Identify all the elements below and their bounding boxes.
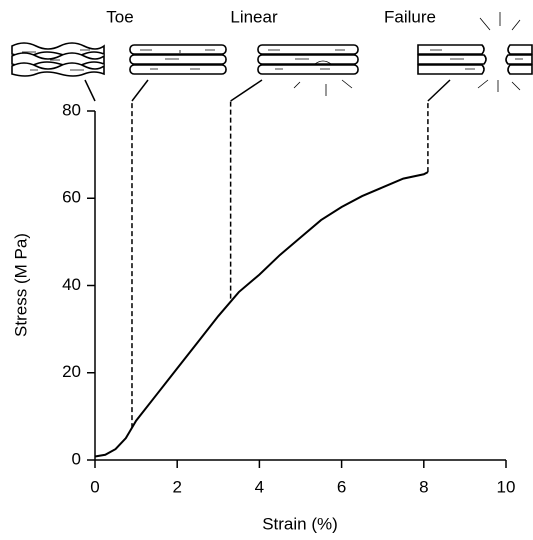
region-connector [84, 79, 96, 102]
y-tick-label: 20 [62, 362, 81, 381]
y-tick-label: 40 [62, 275, 81, 294]
curve [94, 171, 429, 458]
x-tick-label: 0 [90, 477, 99, 496]
region-label: Toe [106, 7, 133, 26]
x-tick-label: 2 [172, 477, 181, 496]
x-tick-label: 6 [337, 477, 346, 496]
region-label: Failure [384, 7, 436, 26]
region-label: Linear [230, 7, 278, 26]
x-axis-title: Strain (%) [262, 514, 338, 533]
y-tick-label: 60 [62, 188, 81, 207]
illustration-failure [417, 12, 533, 92]
y-axis-title: Stress (M Pa) [11, 233, 30, 337]
region-connector [427, 79, 451, 102]
x-tick-label: 4 [255, 477, 264, 496]
illustration-wavy [11, 42, 105, 77]
y-tick-label: 80 [62, 100, 81, 119]
y-tick-label: 0 [72, 449, 81, 468]
region-connector [131, 79, 149, 102]
illustration-linear [257, 44, 359, 96]
region-connector [230, 79, 263, 102]
x-tick-label: 8 [419, 477, 428, 496]
illustration-straight [129, 44, 227, 75]
x-tick-label: 10 [497, 477, 516, 496]
